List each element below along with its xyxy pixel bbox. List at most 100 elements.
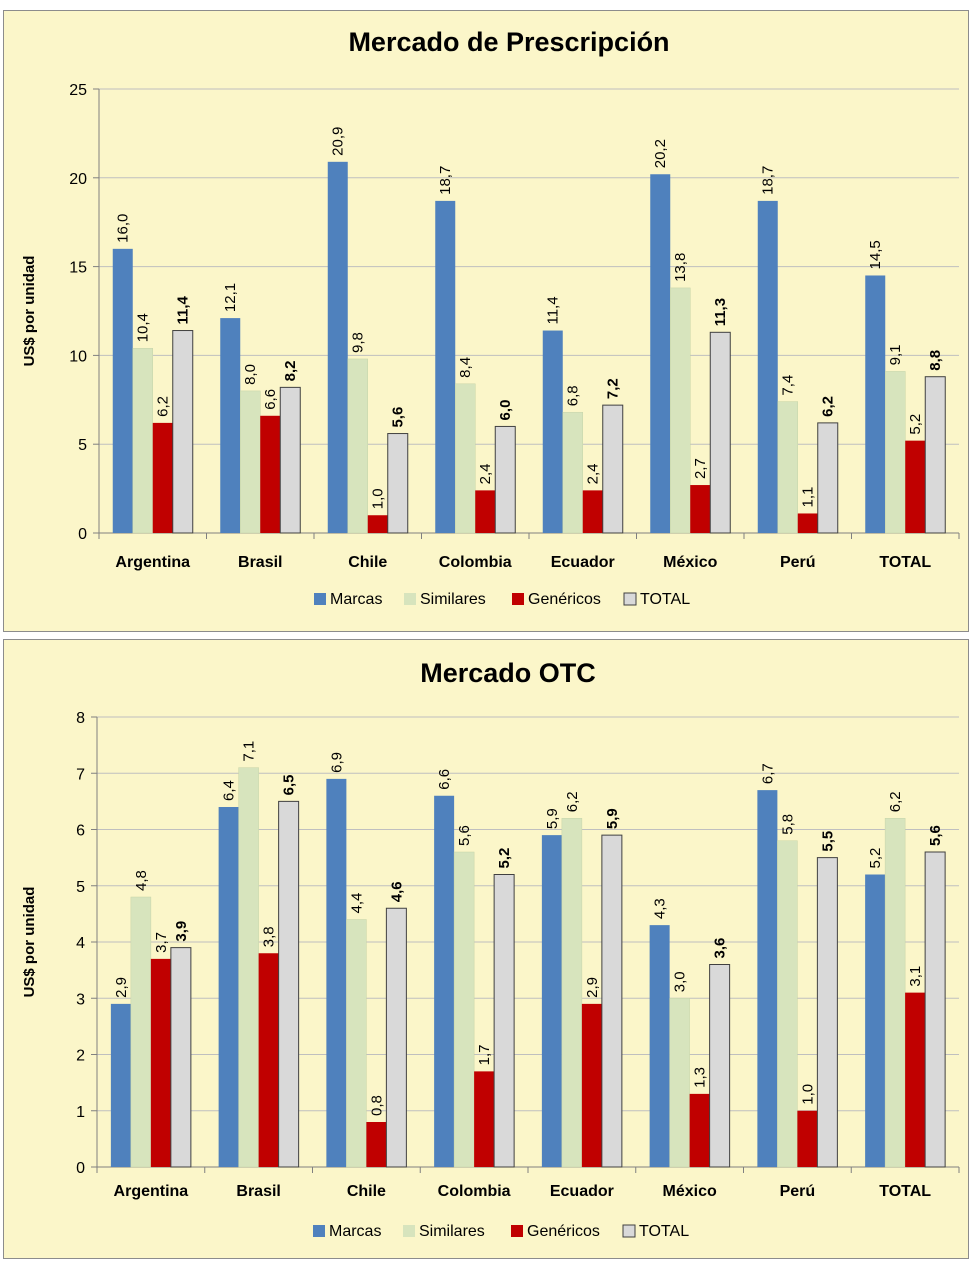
legend-swatch (622, 1224, 636, 1238)
bar-marcas (541, 835, 562, 1167)
data-label: 3,9 (173, 921, 190, 942)
legend-item: Similares (403, 1223, 485, 1240)
data-label: 1,0 (799, 1084, 816, 1105)
data-label: 6,2 (887, 791, 904, 812)
x-tick-label: Ecuador (550, 1183, 614, 1200)
bar-genericos (152, 422, 173, 533)
data-label: 2,4 (477, 464, 494, 485)
data-label: 4,8 (133, 870, 150, 891)
bar-genericos (582, 490, 603, 533)
legend-label: Genéricos (527, 1223, 600, 1240)
bar-similares (777, 840, 798, 1168)
legend-label: Marcas (329, 1223, 381, 1240)
data-label: 5,9 (544, 808, 561, 829)
x-tick-label: Ecuador (551, 554, 615, 571)
bar-genericos (905, 992, 926, 1167)
data-label: 5,8 (779, 814, 796, 835)
bar-marcas (757, 790, 778, 1167)
chart-otc: Mercado OTC 0 1 2 3 4 5 6 7 8 US$ por unidad Argent… (21, 658, 960, 1240)
data-label: 8,8 (927, 350, 944, 371)
legend-item: Genéricos (511, 1223, 600, 1240)
bar-genericos (474, 1071, 495, 1167)
x-tick-label: Perú (780, 554, 816, 571)
y-axis-label: US$ por unidad (21, 256, 38, 367)
chart-title: Mercado OTC (420, 658, 596, 688)
data-label: 6,0 (497, 400, 514, 421)
bar-genericos (689, 1093, 710, 1167)
x-tick-label: Chile (347, 1183, 386, 1200)
data-label: 13,8 (672, 253, 689, 282)
bar-genericos (260, 415, 281, 533)
data-label: 6,6 (436, 769, 453, 790)
data-label: 3,6 (712, 938, 729, 959)
data-label: 4,6 (388, 881, 405, 902)
x-tick-label: México (663, 554, 717, 571)
data-label: 3,0 (672, 971, 689, 992)
data-label: 3,1 (907, 966, 924, 987)
y-tick-label: 0 (76, 1160, 85, 1177)
y-tick-label: 6 (76, 823, 85, 840)
data-label: 6,6 (262, 389, 279, 410)
data-label: 5,2 (867, 848, 884, 869)
data-label: 3,7 (153, 932, 170, 953)
bar-similares (670, 287, 691, 534)
legend-item: TOTAL (622, 1223, 689, 1240)
legend-swatch (512, 593, 524, 605)
bar-total (924, 851, 946, 1168)
bar-genericos (367, 515, 388, 533)
bar-total (924, 376, 946, 534)
legend-swatch (403, 1225, 415, 1237)
data-label: 9,8 (350, 332, 367, 353)
bar-marcas (112, 248, 133, 533)
y-tick-label: 15 (69, 260, 87, 277)
bar-similares (562, 411, 583, 534)
bar-total (279, 386, 301, 534)
legend-swatch (314, 593, 326, 605)
x-tick-label: México (663, 1183, 717, 1200)
bar-marcas (865, 275, 886, 533)
bar-similares (132, 348, 153, 534)
legend-item: Similares (404, 591, 486, 608)
data-label: 5,2 (907, 414, 924, 435)
bar-genericos (797, 513, 818, 533)
bar-similares (346, 919, 367, 1168)
legend-item: TOTAL (623, 591, 690, 608)
data-label: 2,9 (113, 977, 130, 998)
y-tick-label: 20 (69, 171, 87, 188)
y-tick-label: 0 (78, 526, 87, 543)
data-label: 10,4 (135, 313, 152, 342)
data-label: 5,6 (456, 825, 473, 846)
bar-similares (669, 998, 690, 1168)
x-tick-label: Brasil (238, 554, 282, 571)
data-label: 6,9 (328, 752, 345, 773)
chart-panel-prescripcion: Mercado de Prescripción 0 5 10 15 20 25 US$ por… (3, 10, 969, 632)
data-label: 2,7 (692, 458, 709, 479)
legend-label: Similares (420, 591, 486, 608)
legend-swatch (404, 593, 416, 605)
legend: Marcas Similares Genéricos TOTAL (313, 1223, 689, 1240)
bar-similares (238, 767, 259, 1168)
bar-genericos (258, 953, 279, 1167)
data-label: 1,1 (800, 487, 817, 508)
bar-marcas (435, 200, 456, 533)
data-label: 5,5 (819, 831, 836, 852)
bar-similares (347, 358, 368, 534)
data-label: 7,4 (780, 375, 797, 396)
x-tick-label: Chile (348, 554, 387, 571)
bar-marcas (650, 174, 671, 534)
bar-similares (884, 818, 906, 1168)
legend-label: Similares (419, 1223, 485, 1240)
data-label: 16,0 (115, 214, 132, 243)
data-label: 6,2 (564, 791, 581, 812)
legend-swatch (313, 1225, 325, 1237)
chart-title: Mercado de Prescripción (348, 27, 669, 57)
bar-total (170, 947, 192, 1168)
x-tick-label: Argentina (114, 1183, 189, 1200)
bar-total (387, 433, 409, 534)
data-label: 1,3 (692, 1067, 709, 1088)
data-label: 20,9 (330, 127, 347, 156)
bar-total (278, 800, 300, 1168)
y-tick-label: 5 (76, 879, 85, 896)
bar-total (817, 422, 839, 534)
legend: Marcas Similares Genéricos TOTAL (314, 591, 690, 608)
